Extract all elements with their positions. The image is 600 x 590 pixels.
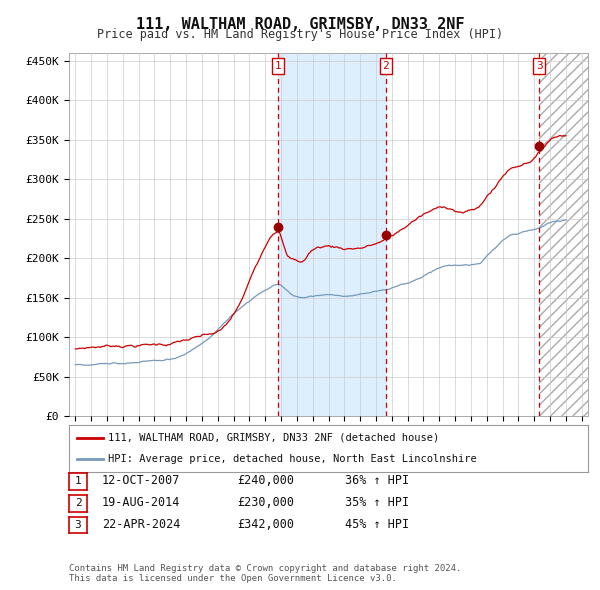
Text: 3: 3 xyxy=(536,61,542,71)
Text: 1: 1 xyxy=(74,477,82,486)
Text: £230,000: £230,000 xyxy=(237,496,294,509)
Text: 22-APR-2024: 22-APR-2024 xyxy=(102,518,181,531)
Bar xyxy=(539,53,590,416)
Text: 45% ↑ HPI: 45% ↑ HPI xyxy=(345,518,409,531)
Text: 35% ↑ HPI: 35% ↑ HPI xyxy=(345,496,409,509)
Text: 2: 2 xyxy=(74,499,82,508)
Text: 111, WALTHAM ROAD, GRIMSBY, DN33 2NF (detached house): 111, WALTHAM ROAD, GRIMSBY, DN33 2NF (de… xyxy=(108,432,439,442)
Text: HPI: Average price, detached house, North East Lincolnshire: HPI: Average price, detached house, Nort… xyxy=(108,454,476,464)
Text: Price paid vs. HM Land Registry's House Price Index (HPI): Price paid vs. HM Land Registry's House … xyxy=(97,28,503,41)
Text: 36% ↑ HPI: 36% ↑ HPI xyxy=(345,474,409,487)
Text: 19-AUG-2014: 19-AUG-2014 xyxy=(102,496,181,509)
Text: £240,000: £240,000 xyxy=(237,474,294,487)
Text: 111, WALTHAM ROAD, GRIMSBY, DN33 2NF: 111, WALTHAM ROAD, GRIMSBY, DN33 2NF xyxy=(136,17,464,31)
Text: 1: 1 xyxy=(274,61,281,71)
Text: 12-OCT-2007: 12-OCT-2007 xyxy=(102,474,181,487)
Text: Contains HM Land Registry data © Crown copyright and database right 2024.
This d: Contains HM Land Registry data © Crown c… xyxy=(69,563,461,583)
Text: 3: 3 xyxy=(74,520,82,530)
Text: £342,000: £342,000 xyxy=(237,518,294,531)
Bar xyxy=(539,53,590,416)
Text: 2: 2 xyxy=(383,61,389,71)
Bar xyxy=(278,53,386,416)
